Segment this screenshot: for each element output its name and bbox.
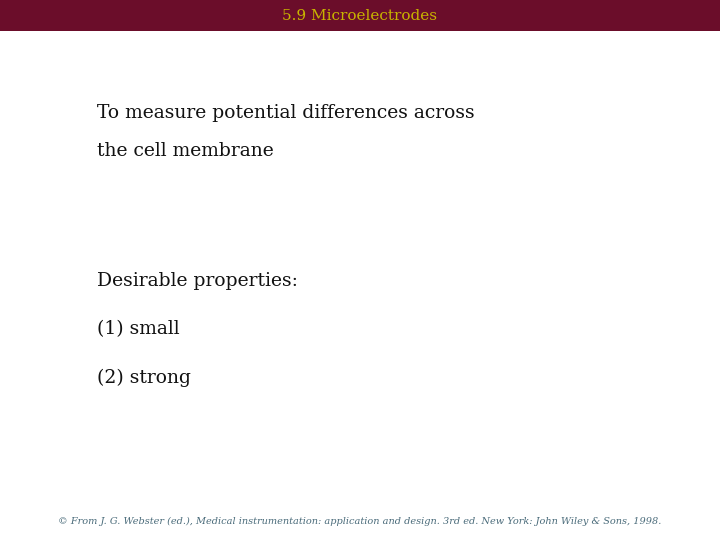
Text: 5.9 Microelectrodes: 5.9 Microelectrodes: [282, 9, 438, 23]
Text: (1) small: (1) small: [97, 320, 180, 339]
Text: (2) strong: (2) strong: [97, 369, 191, 387]
Text: Desirable properties:: Desirable properties:: [97, 272, 298, 290]
Text: © From J. G. Webster (ed.), Medical instrumentation: application and design. 3rd: © From J. G. Webster (ed.), Medical inst…: [58, 517, 662, 526]
Text: the cell membrane: the cell membrane: [97, 142, 274, 160]
Text: To measure potential differences across: To measure potential differences across: [97, 104, 474, 123]
